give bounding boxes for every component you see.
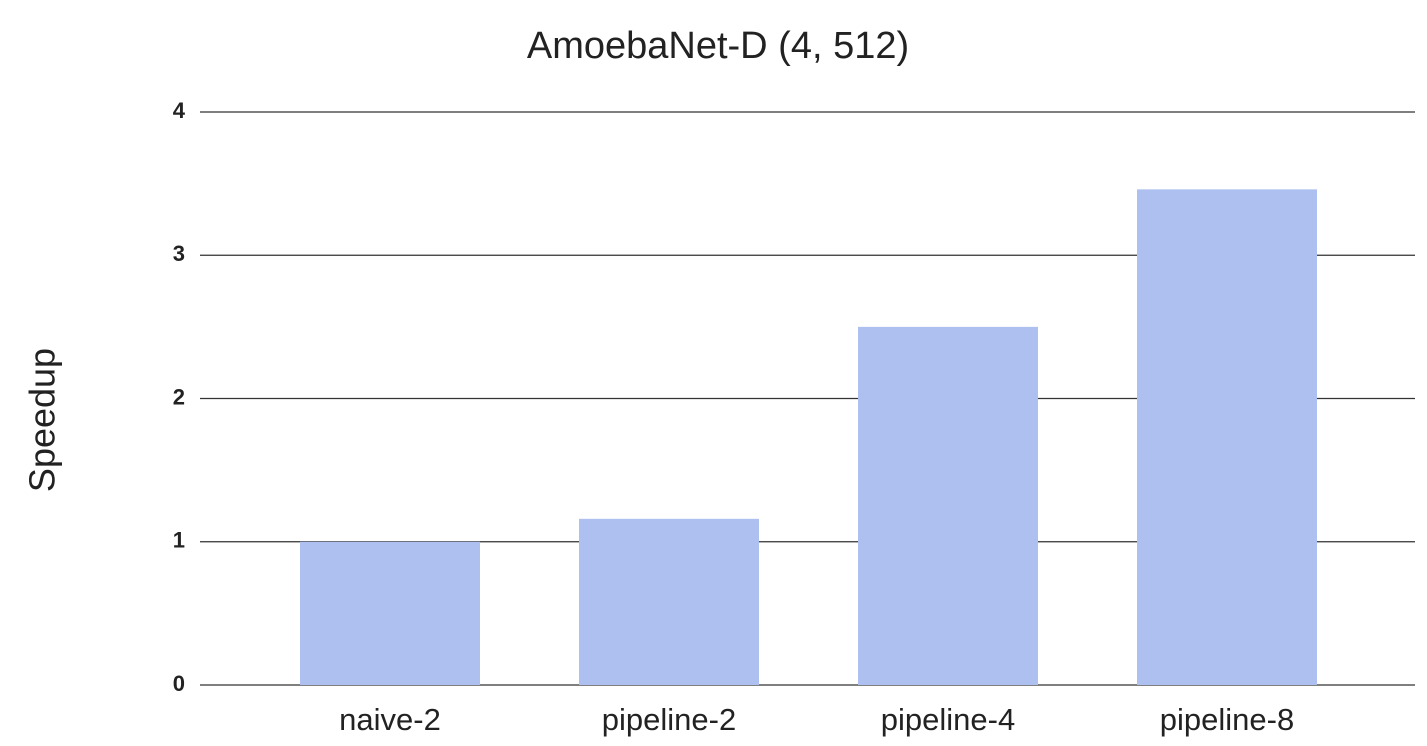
- y-tick-label: 0: [173, 671, 185, 696]
- chart-title: AmoebaNet-D (4, 512): [527, 25, 909, 67]
- x-tick-label: pipeline-4: [881, 702, 1015, 737]
- bar: [858, 326, 1038, 685]
- x-tick-label: pipeline-2: [602, 702, 736, 737]
- bar: [1137, 189, 1317, 686]
- bar: [579, 518, 759, 685]
- bar: [300, 541, 480, 685]
- y-tick-label: 2: [173, 384, 185, 409]
- y-tick-label: 4: [173, 98, 186, 123]
- x-tick-label: pipeline-8: [1160, 702, 1294, 737]
- y-tick-label: 1: [173, 528, 185, 553]
- y-tick-label: 3: [173, 241, 185, 266]
- y-axis-label: Speedup: [22, 348, 63, 492]
- x-tick-label: naive-2: [339, 702, 441, 737]
